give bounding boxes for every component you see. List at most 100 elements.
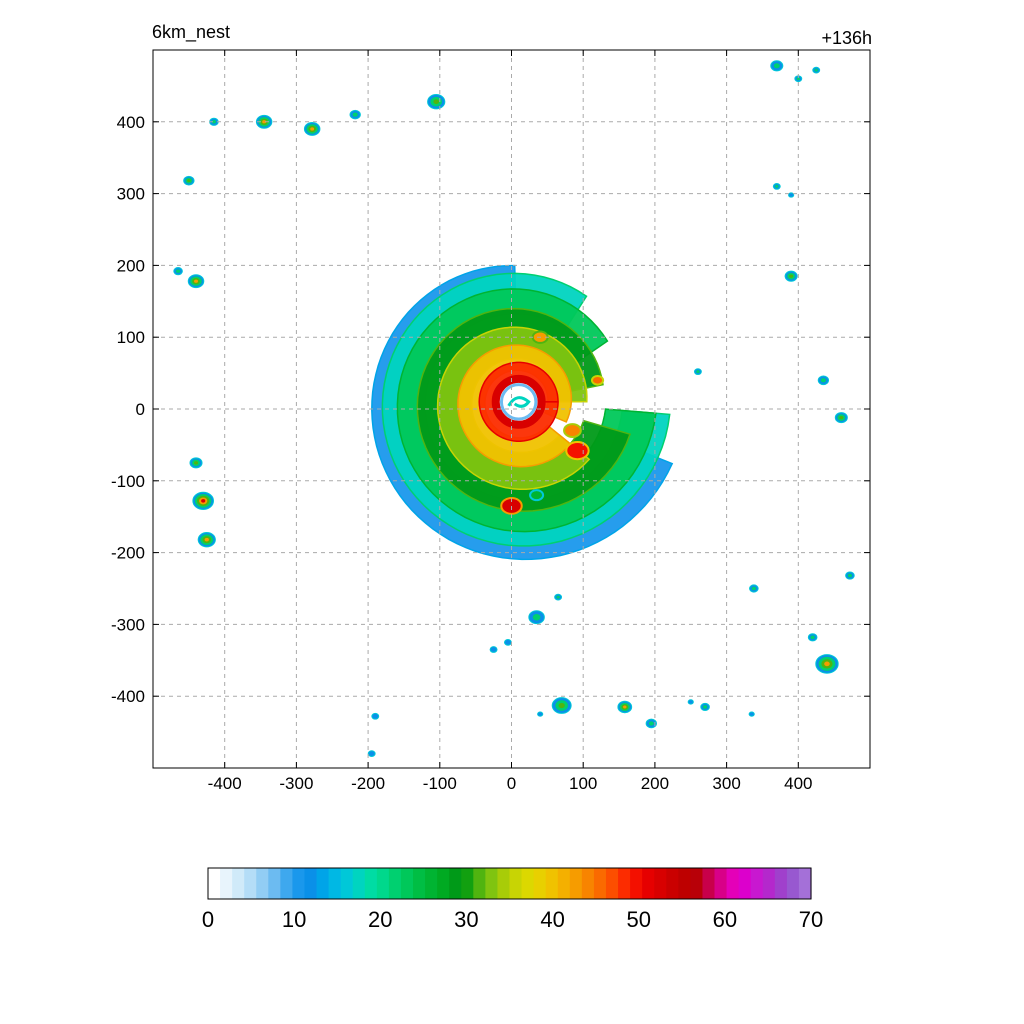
colorbar-swatch (388, 868, 402, 899)
storm-cell-18 (696, 370, 700, 374)
colorbar-swatch (678, 868, 691, 899)
storm-cell-4 (352, 112, 358, 117)
storm-cell-27 (648, 721, 654, 726)
x-tick-label: 400 (784, 774, 812, 793)
chart-title-right: +136h (821, 28, 872, 48)
storm-cell-16 (788, 192, 795, 198)
colorbar-swatch (702, 868, 716, 899)
colorbar-swatch (400, 868, 414, 899)
storm-cell-7 (194, 279, 198, 283)
colorbar-swatch (352, 868, 366, 899)
x-tick-label: 100 (569, 774, 597, 793)
storm-cell-22 (751, 586, 756, 591)
colorbar-swatch (786, 868, 800, 899)
colorbar-swatch (328, 868, 342, 899)
colorbar-swatch (316, 868, 330, 899)
colorbar-swatch (340, 868, 354, 899)
storm-cell-1 (211, 120, 217, 124)
storm-cell-10 (201, 499, 206, 503)
chart-title-left: 6km_nest (152, 22, 231, 42)
core-cell-1 (565, 441, 590, 461)
core-cell-4 (529, 489, 545, 502)
colorbar-swatch (208, 868, 221, 899)
y-tick-label: -200 (111, 544, 145, 563)
colorbar-swatch (461, 868, 474, 899)
colorbar-swatch (533, 868, 547, 899)
x-tick-label: -200 (351, 774, 385, 793)
storm-cell-31 (556, 595, 560, 599)
x-tick-label: 0 (507, 774, 516, 793)
x-tick-label: 200 (641, 774, 669, 793)
storm-cell-24 (824, 661, 830, 667)
y-tick-label: -100 (111, 472, 145, 491)
colorbar-swatch (654, 868, 667, 899)
eye-swirl (507, 396, 531, 408)
colorbar-swatch (750, 868, 764, 899)
storm-cell-3 (310, 127, 315, 131)
colorbar-swatch (413, 868, 426, 899)
storm-cell-36 (537, 711, 544, 717)
colorbar-tick-label: 70 (799, 907, 823, 932)
colorbar-swatch (774, 868, 788, 899)
y-tick-label: -300 (111, 615, 145, 634)
storm-cell-35 (367, 750, 376, 758)
colorbar-swatch (292, 868, 306, 899)
colorbar-swatch (630, 868, 643, 899)
colorbar-swatch (256, 868, 269, 899)
reflectivity-field (173, 60, 855, 758)
colorbar: 0 10 20 30 40 50 60 70 (202, 867, 823, 932)
colorbar-swatch (497, 868, 511, 899)
colorbar-tick-label: 30 (454, 907, 478, 932)
storm-cell-32 (503, 638, 512, 646)
colorbar-tick-label: 60 (713, 907, 737, 932)
storm-cell-19 (820, 378, 826, 383)
eyewall (491, 374, 546, 429)
colorbar-swatch (714, 868, 728, 899)
colorbar-swatch (618, 868, 631, 899)
y-tick-label: 200 (117, 256, 145, 275)
x-tick-label: -400 (208, 774, 242, 793)
core-cell-5 (590, 374, 605, 386)
colorbar-swatch (798, 868, 812, 899)
x-tick-label: 300 (712, 774, 740, 793)
storm-cell-17 (789, 274, 794, 278)
colorbar-tick-label: 40 (540, 907, 564, 932)
y-tick-label: 100 (117, 328, 145, 347)
storm-cell-8 (175, 269, 181, 273)
colorbar-tick-label: 10 (282, 907, 306, 932)
colorbar-swatch (220, 868, 233, 899)
storm-cell-20 (839, 415, 844, 420)
colorbar-swatch (425, 868, 438, 899)
storm-cell-33 (489, 646, 498, 653)
colorbar-swatch (437, 868, 450, 899)
colorbar-swatch (376, 868, 390, 899)
colorbar-swatch (449, 868, 462, 899)
colorbar-swatch (642, 868, 655, 899)
storm-cell-25 (558, 702, 565, 709)
colorbar-swatch (280, 868, 294, 899)
colorbar-swatch (726, 868, 740, 899)
colorbar-swatch (690, 868, 704, 899)
storm-cell-9 (194, 461, 199, 465)
storm-cell-29 (687, 699, 694, 705)
colorbar-swatch (593, 868, 607, 899)
colorbar-swatch (268, 868, 281, 899)
colorbar-swatch (762, 868, 776, 899)
storm-cell-5 (433, 99, 440, 105)
colorbar-swatch (521, 868, 535, 899)
x-tick-label: -100 (423, 774, 457, 793)
y-tick-label: 300 (117, 185, 145, 204)
core-cell-2 (563, 423, 582, 438)
colorbar-swatch (244, 868, 257, 899)
colorbar-swatch (485, 868, 499, 899)
storm-cell-2 (262, 120, 267, 124)
colorbar-swatch (569, 868, 583, 899)
colorbar-tick-label: 0 (202, 907, 214, 932)
colorbar-frame (207, 867, 812, 900)
colorbar-swatch (545, 868, 559, 899)
storm-cell-37 (748, 711, 755, 717)
storm-cell-23 (810, 635, 815, 640)
storm-cell-21 (847, 573, 853, 578)
storm-eye (499, 383, 538, 421)
storm-cell-14 (814, 68, 818, 72)
